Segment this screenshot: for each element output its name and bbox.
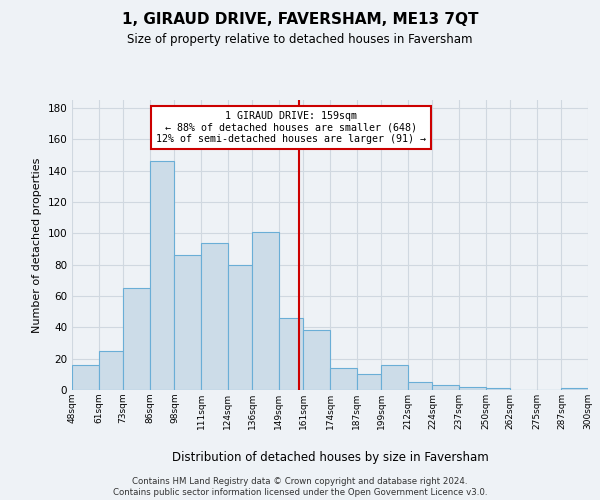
Bar (485, 388, 510, 390)
Bar (150, 161, 175, 390)
Bar (252, 232, 279, 390)
Bar (433, 386, 459, 390)
Bar (304, 330, 330, 390)
Bar (562, 388, 588, 390)
Bar (356, 374, 381, 390)
Y-axis label: Number of detached properties: Number of detached properties (32, 158, 42, 332)
Bar (330, 368, 356, 390)
Text: Distribution of detached houses by size in Faversham: Distribution of detached houses by size … (172, 451, 488, 464)
Bar (279, 318, 304, 390)
Text: Contains public sector information licensed under the Open Government Licence v3: Contains public sector information licen… (113, 488, 487, 497)
Text: Contains HM Land Registry data © Crown copyright and database right 2024.: Contains HM Land Registry data © Crown c… (132, 476, 468, 486)
Text: 1 GIRAUD DRIVE: 159sqm
← 88% of detached houses are smaller (648)
12% of semi-de: 1 GIRAUD DRIVE: 159sqm ← 88% of detached… (156, 111, 426, 144)
Text: Size of property relative to detached houses in Faversham: Size of property relative to detached ho… (127, 32, 473, 46)
Bar (227, 264, 252, 390)
Bar (381, 365, 408, 390)
Bar (408, 382, 433, 390)
Text: 1, GIRAUD DRIVE, FAVERSHAM, ME13 7QT: 1, GIRAUD DRIVE, FAVERSHAM, ME13 7QT (122, 12, 478, 28)
Bar (123, 288, 150, 390)
Bar (72, 365, 98, 390)
Bar (201, 242, 227, 390)
Bar (98, 351, 123, 390)
Bar (175, 255, 201, 390)
Bar (459, 387, 485, 390)
